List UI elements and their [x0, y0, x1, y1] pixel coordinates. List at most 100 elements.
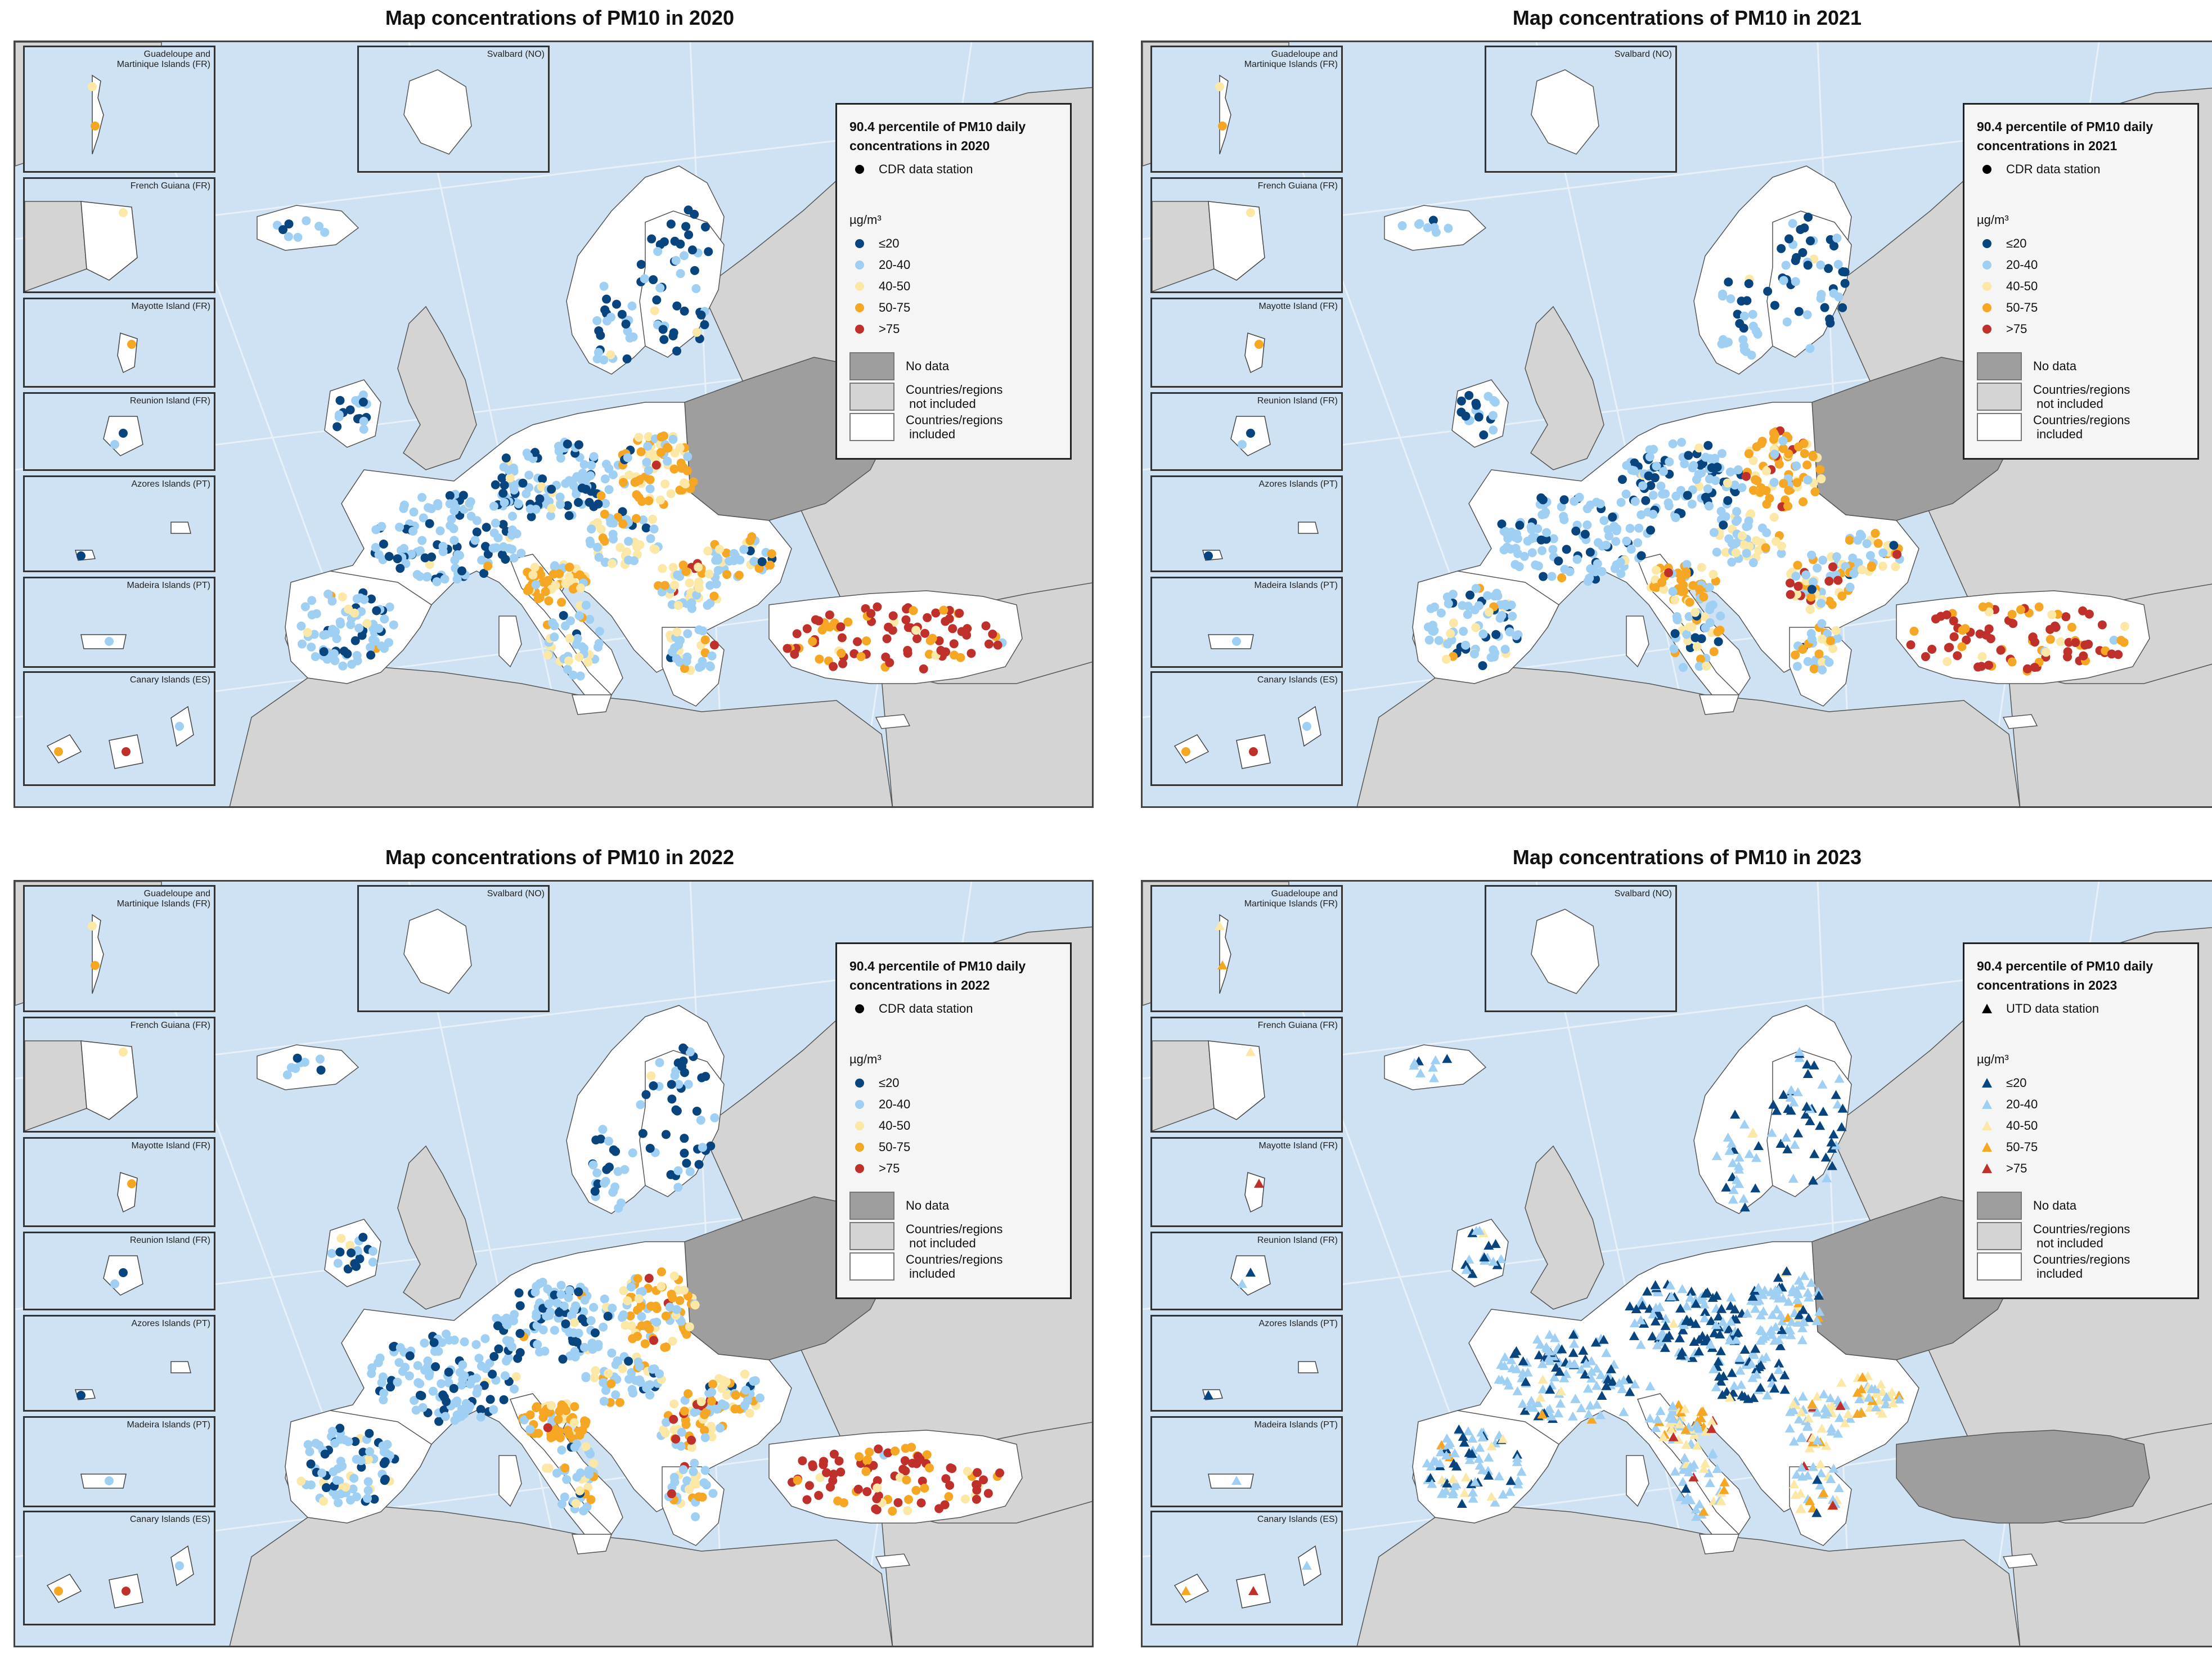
station-marker: [1701, 452, 1710, 462]
map-legend: 90.4 percentile of PM10 daily concentrat…: [835, 942, 1072, 1299]
station-marker: [666, 489, 676, 498]
station-marker: [1486, 1441, 1497, 1450]
station-marker: [552, 1299, 562, 1308]
station-marker: [1565, 567, 1575, 577]
station-marker: [413, 1378, 423, 1387]
station-marker: [676, 269, 685, 279]
station-marker: [317, 1468, 327, 1478]
station-marker: [843, 617, 853, 627]
station-marker: [1792, 461, 1801, 471]
station-marker: [300, 1057, 309, 1067]
station-marker: [1617, 475, 1627, 484]
station-marker: [1650, 1280, 1661, 1290]
station-marker: [898, 1465, 908, 1474]
station-marker: [565, 634, 574, 643]
station-marker: [1651, 565, 1661, 575]
station-marker: [419, 513, 428, 523]
station-marker: [1232, 637, 1241, 646]
station-marker: [538, 1277, 547, 1287]
station-marker: [595, 627, 604, 636]
station-marker: [1748, 1350, 1759, 1359]
station-marker: [856, 652, 866, 661]
station-marker: [1748, 1127, 1759, 1137]
station-marker: [619, 1310, 628, 1320]
station-marker: [672, 654, 681, 663]
station-marker: [1664, 498, 1673, 507]
station-marker: [586, 1495, 596, 1504]
legend-unit: µg/m³: [849, 1052, 882, 1066]
station-marker: [873, 602, 882, 612]
station-marker: [1927, 645, 1937, 654]
station-marker: [555, 492, 565, 502]
station-marker: [683, 629, 693, 639]
station-marker: [1996, 645, 2006, 655]
station-marker: [1807, 1399, 1818, 1408]
station-marker: [314, 222, 324, 231]
station-marker: [588, 1160, 598, 1170]
station-marker: [1805, 1496, 1815, 1506]
legend-row-label: 20-40: [879, 258, 911, 272]
station-marker: [749, 1376, 758, 1386]
station-marker: [491, 518, 500, 528]
station-marker: [1555, 1398, 1566, 1408]
station-marker: [1678, 1476, 1688, 1486]
station-marker: [572, 1472, 582, 1482]
station-marker: [1792, 253, 1801, 262]
station-marker: [863, 1455, 873, 1465]
station-marker: [1523, 536, 1532, 546]
station-marker: [466, 511, 476, 521]
station-marker: [606, 350, 615, 360]
station-marker: [367, 1369, 376, 1378]
station-marker: [379, 1389, 389, 1398]
station-marker: [1559, 515, 1569, 524]
station-marker: [655, 1369, 664, 1378]
station-marker: [684, 1080, 693, 1089]
station-marker: [1712, 1463, 1723, 1473]
station-marker: [1463, 1426, 1473, 1436]
station-marker: [1802, 310, 1812, 320]
station-marker: [557, 1499, 567, 1509]
station-marker: [303, 628, 312, 637]
station-marker: [1658, 1432, 1669, 1441]
station-marker: [401, 1363, 410, 1372]
legend-symbol: [855, 1079, 864, 1088]
station-marker: [1789, 1436, 1800, 1446]
station-marker: [560, 1492, 569, 1502]
station-marker: [1489, 425, 1498, 435]
station-marker: [552, 1468, 561, 1478]
station-marker: [1733, 309, 1742, 319]
station-marker: [1429, 1073, 1440, 1082]
station-marker: [1645, 452, 1654, 461]
station-marker: [1978, 602, 1988, 612]
station-marker: [543, 576, 553, 585]
station-marker: [368, 1246, 377, 1256]
station-marker: [1949, 632, 1959, 641]
station-marker: [1597, 1390, 1607, 1400]
station-marker: [586, 1449, 595, 1459]
station-marker: [335, 1247, 345, 1257]
station-marker: [802, 624, 812, 634]
station-marker: [574, 498, 583, 507]
station-marker: [1517, 1399, 1528, 1408]
station-marker: [457, 1405, 466, 1414]
station-marker: [1502, 1376, 1513, 1386]
station-marker: [613, 1167, 623, 1176]
station-marker: [1700, 1336, 1710, 1346]
station-marker: [1519, 551, 1529, 561]
station-marker: [1718, 1317, 1728, 1326]
station-marker: [604, 464, 614, 473]
station-marker: [1689, 1459, 1700, 1469]
station-marker: [1833, 1429, 1844, 1438]
station-marker: [2056, 637, 2065, 646]
station-marker: [1580, 1354, 1591, 1364]
station-marker: [472, 527, 482, 537]
station-marker: [722, 570, 732, 580]
station-marker: [1837, 1103, 1848, 1113]
station-marker: [872, 1494, 882, 1503]
inset-map: French Guiana (FR): [1150, 177, 1343, 293]
station-marker: [912, 634, 922, 644]
station-marker: [1667, 1414, 1678, 1423]
station-marker: [624, 1356, 633, 1366]
station-marker: [609, 518, 618, 528]
station-marker: [667, 1489, 676, 1498]
